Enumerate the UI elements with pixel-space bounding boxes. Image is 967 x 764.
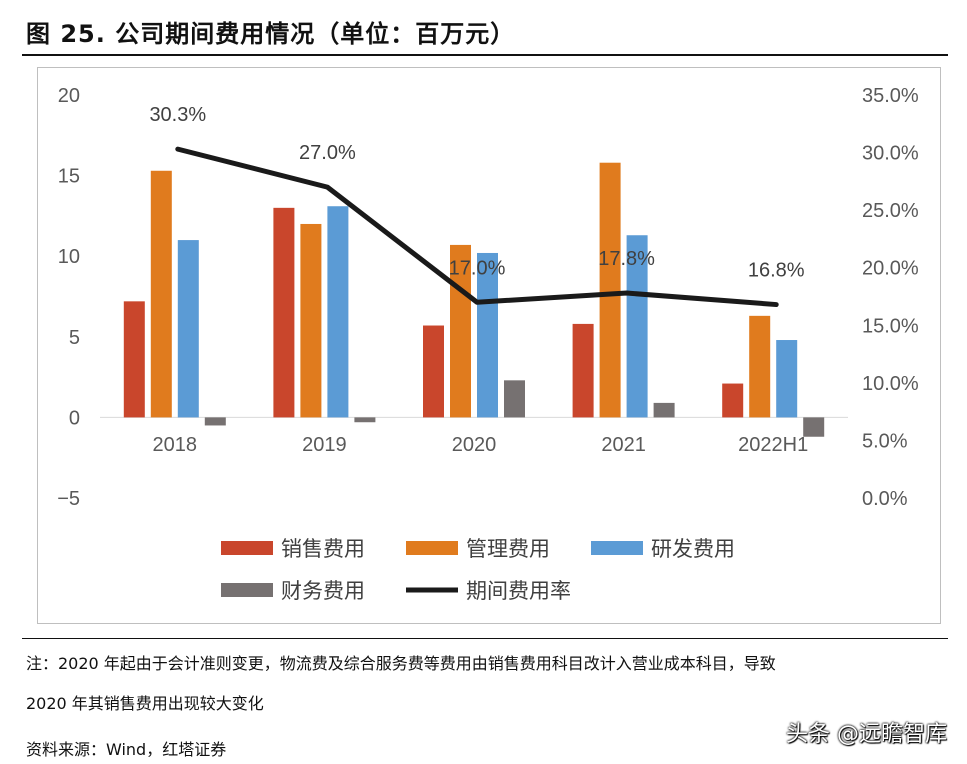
legend-label: 销售费用 [281,537,365,561]
rate-data-label: 17.8% [598,248,655,270]
bar-3 [626,235,648,418]
left-axis-tick: 15 [58,166,80,188]
legend-swatch [221,541,273,555]
rate-data-label: 30.3% [149,104,206,126]
right-axis-tick: 0.0% [862,488,908,510]
left-axis-tick: 20 [58,85,80,107]
bar-1 [423,325,444,418]
right-axis-tick: 15.0% [862,315,919,337]
bar-4 [803,417,825,437]
source-text: 资料来源：Wind，红塔证券 [26,740,227,759]
right-axis-tick: 30.0% [862,143,919,165]
legend-label: 财务费用 [281,579,365,603]
right-axis-tick: 35.0% [862,85,919,107]
legend-swatch [406,541,458,555]
bar-2 [300,223,322,418]
legend-swatch [591,541,643,555]
category-label: 2022H1 [738,434,808,456]
left-axis-tick: 0 [69,407,80,429]
right-axis-tick: 20.0% [862,258,919,280]
legend-label: 期间费用率 [466,579,571,603]
bar-1 [273,207,295,418]
bar-1 [572,323,594,418]
right-axis-tick: 25.0% [862,200,919,222]
bar-3 [177,240,199,418]
rate-line [175,146,779,308]
rate-data-label: 16.8% [748,260,805,282]
right-axis-tick: 5.0% [862,430,908,452]
bar-2 [599,162,621,418]
bar-2 [150,170,172,418]
bar-4 [653,402,675,418]
legend-swatch [221,583,273,597]
category-label: 2021 [601,434,646,456]
bar-4 [504,380,525,418]
rate-data-label: 27.0% [299,142,356,164]
bar-3 [327,206,349,418]
right-axis-tick: 10.0% [862,373,919,395]
bar-1 [123,301,145,418]
note-line-1: 注：2020 年起由于会计准则变更，物流费及综合服务费等费用由销售费用科目改计入… [26,654,776,673]
bar-1 [722,383,744,418]
bar-3 [776,340,798,418]
legend-label: 管理费用 [466,537,550,561]
left-axis-tick: 10 [58,246,80,268]
bar-3 [477,252,498,418]
rate-data-label: 17.0% [449,257,506,279]
chart-frame [37,67,941,624]
left-axis-tick: 5 [69,327,80,349]
category-label: 2020 [452,434,497,456]
category-label: 2018 [153,434,198,456]
note-line-2: 2020 年其销售费用出现较大变化 [26,694,264,713]
bar-4 [204,417,226,426]
legend-label: 研发费用 [651,537,735,561]
footer-divider [22,638,948,639]
bar-4 [354,417,376,423]
watermark: 头条 @远瞻智库 [786,722,947,747]
bar-2 [749,315,771,418]
title-divider [22,54,948,56]
left-axis-tick: −5 [57,488,80,510]
category-label: 2019 [302,434,347,456]
figure-title: 图 25. 公司期间费用情况（单位：百万元） [26,20,516,48]
